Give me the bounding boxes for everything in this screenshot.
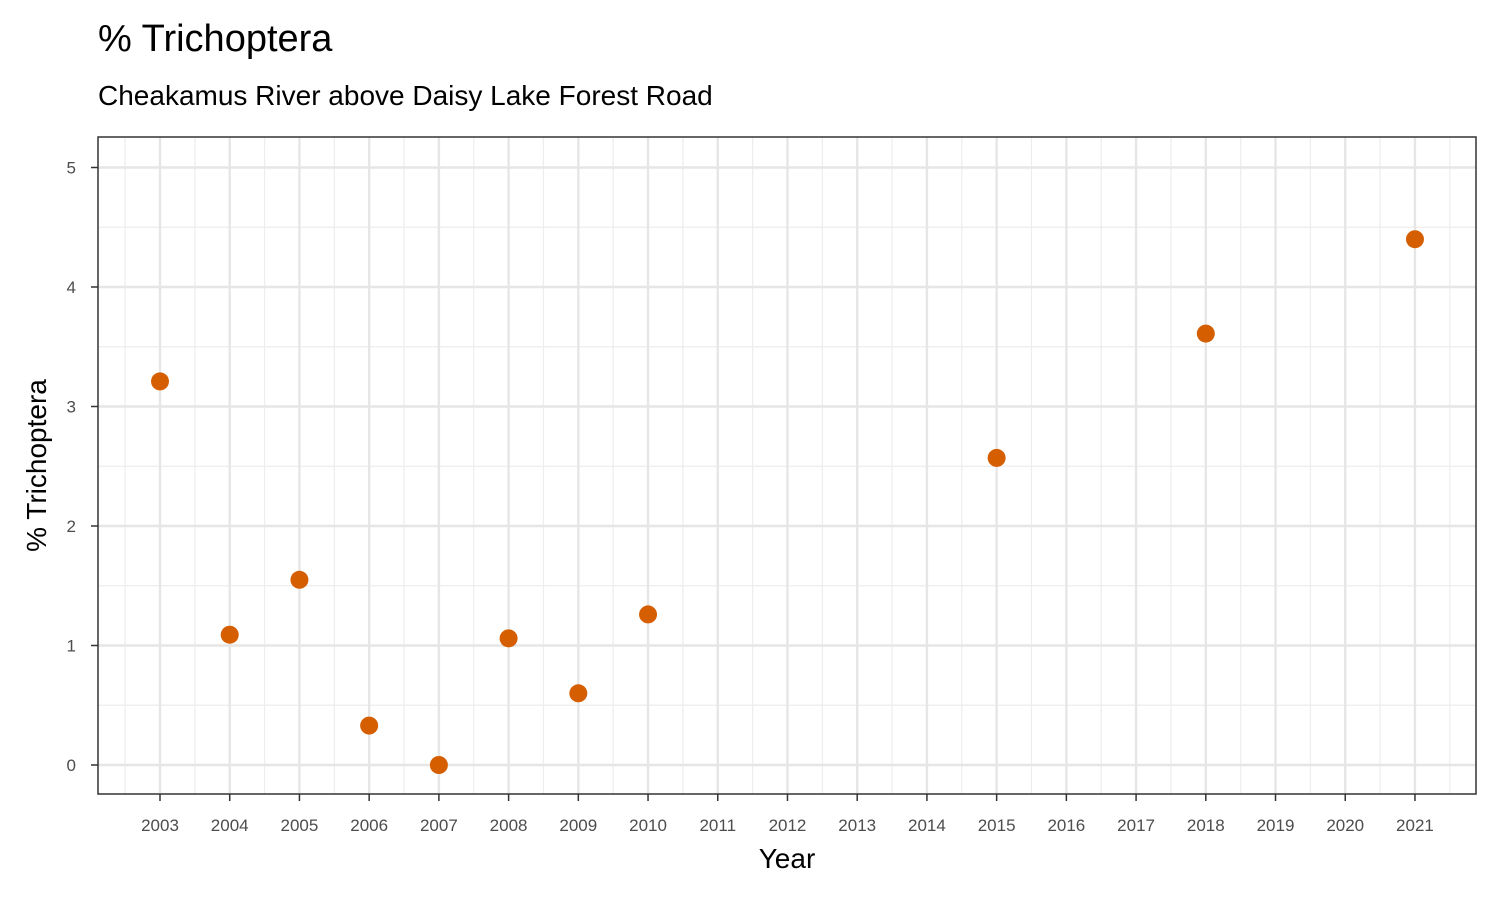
data-point xyxy=(290,570,309,589)
y-tick-label: 1 xyxy=(67,637,76,656)
x-axis-title: Year xyxy=(759,843,816,874)
x-tick-label: 2005 xyxy=(281,816,319,835)
data-point xyxy=(360,716,379,735)
data-point xyxy=(499,629,518,648)
y-axis: 0 1 2 3 4 5 xyxy=(67,159,98,775)
x-tick-label: 2006 xyxy=(350,816,388,835)
y-tick-label: 3 xyxy=(67,398,76,417)
y-axis-title: % Trichoptera xyxy=(21,379,52,552)
data-point xyxy=(429,756,448,774)
x-tick-label: 2011 xyxy=(699,816,736,835)
x-tick-label: 2020 xyxy=(1326,816,1364,835)
x-tick-label: 2018 xyxy=(1187,816,1225,835)
x-tick-label: 2015 xyxy=(978,816,1016,835)
x-axis: 2003 2004 2005 2006 2007 2008 2009 2010 2011 2012… xyxy=(141,794,1434,835)
x-tick-label: 2019 xyxy=(1257,816,1295,835)
x-tick-label: 2013 xyxy=(838,816,876,835)
data-point xyxy=(151,372,169,391)
y-tick-label: 2 xyxy=(67,517,76,536)
x-tick-label: 2012 xyxy=(769,816,807,835)
x-tick-label: 2017 xyxy=(1117,816,1155,835)
x-tick-label: 2009 xyxy=(559,816,597,835)
y-tick-label: 5 xyxy=(67,159,76,178)
x-tick-label: 2021 xyxy=(1396,816,1434,835)
x-tick-label: 2016 xyxy=(1047,816,1085,835)
x-tick-label: 2010 xyxy=(629,816,667,835)
y-tick-label: 0 xyxy=(67,756,76,775)
data-point xyxy=(569,684,588,703)
data-point xyxy=(1405,230,1424,249)
data-point xyxy=(1196,324,1215,343)
data-point xyxy=(639,605,658,624)
data-points xyxy=(151,230,1424,774)
x-tick-label: 2014 xyxy=(908,816,946,835)
y-tick-label: 4 xyxy=(67,278,76,297)
data-point xyxy=(987,448,1006,467)
data-point xyxy=(220,625,239,644)
x-tick-label: 2004 xyxy=(211,816,249,835)
x-tick-label: 2008 xyxy=(490,816,528,835)
x-tick-label: 2007 xyxy=(420,816,458,835)
chart-title: % Trichoptera xyxy=(98,18,333,60)
x-tick-label: 2003 xyxy=(141,816,179,835)
chart-subtitle: Cheakamus River above Daisy Lake Forest … xyxy=(98,80,713,111)
